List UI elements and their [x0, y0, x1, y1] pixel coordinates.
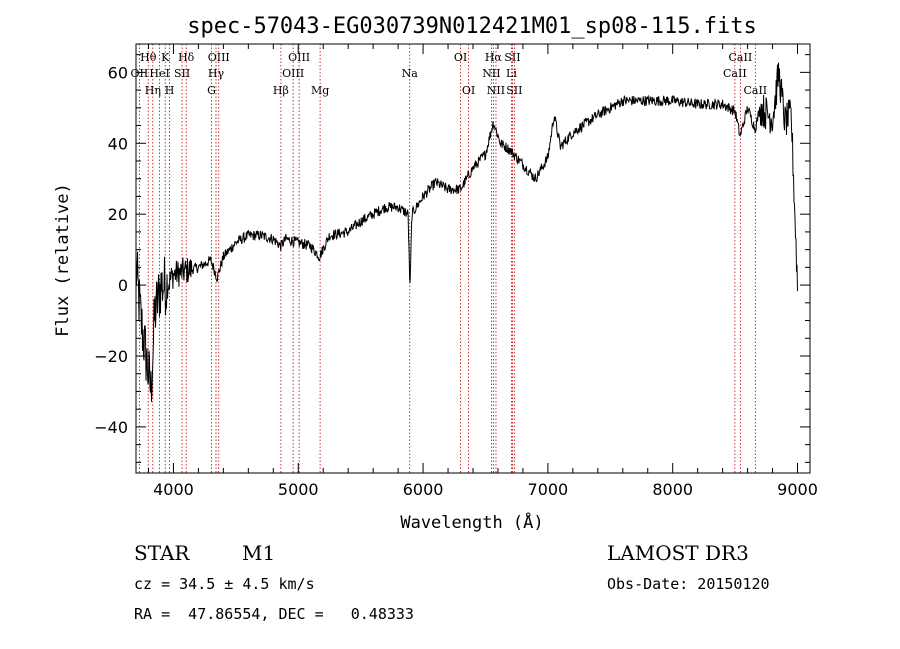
- y-tick-label: 0: [118, 276, 128, 295]
- line-label-15: Na: [402, 67, 419, 80]
- x-tick-label: 4000: [153, 480, 194, 499]
- spectrum-series: [135, 62, 798, 402]
- x-tick-label: 5000: [278, 480, 319, 499]
- line-label-16: OI: [454, 51, 467, 64]
- redshift-cz: cz = 34.5 ± 4.5 km/s: [134, 575, 315, 593]
- line-label-22: NII: [487, 84, 505, 97]
- line-label-24: CaII: [729, 51, 753, 64]
- line-label-21: Li: [506, 67, 517, 80]
- line-label-19: SII: [504, 51, 520, 64]
- line-label-14: Mg: [311, 84, 329, 97]
- x-tick-label: 8000: [652, 480, 693, 499]
- x-axis-label: Wavelength (Å): [400, 511, 543, 533]
- x-tick-label: 9000: [777, 480, 818, 499]
- line-label-2: Hη: [145, 84, 161, 97]
- y-axis-label: Flux (relative): [53, 183, 73, 337]
- observation-date: Obs-Date: 20150120: [607, 575, 770, 593]
- line-label-12: OIII: [288, 51, 310, 64]
- line-label-7: Hδ: [178, 51, 195, 64]
- ra-dec: RA = 47.86554, DEC = 0.48333: [134, 605, 414, 623]
- x-tick-label: 7000: [528, 480, 569, 499]
- object-subclass: M1: [242, 541, 275, 565]
- line-label-25: CaII: [723, 67, 747, 80]
- plot-frame: [135, 43, 811, 474]
- line-label-11: Hβ: [273, 84, 289, 97]
- line-label-9: OIII: [208, 51, 230, 64]
- line-label-3: HeI: [149, 67, 169, 80]
- line-label-6: H: [165, 84, 175, 97]
- y-tick-label: 60: [108, 63, 128, 82]
- line-label-4: K: [161, 51, 170, 64]
- line-label-1: OII: [131, 67, 149, 80]
- spectral-line-labels: Hθ OII Hη HeI K SII H Hδ G OIII Hγ Hβ OIII OIII Mg Na OI…: [131, 51, 768, 97]
- line-label-0: Hθ: [140, 51, 157, 64]
- y-tick-label: −20: [94, 347, 128, 366]
- y-tick-label: 20: [108, 205, 128, 224]
- x-tick-label: 6000: [403, 480, 444, 499]
- line-label-17: OI: [462, 84, 475, 97]
- line-label-26: CaII: [743, 84, 767, 97]
- spectrum-line: [135, 62, 798, 402]
- line-label-10: Hγ: [208, 67, 225, 80]
- y-tick-label: 40: [108, 134, 128, 153]
- line-label-13: OIII: [282, 67, 304, 80]
- object-class: STAR: [134, 541, 190, 565]
- spectral-line-markers: [138, 44, 756, 473]
- line-label-18: Hα: [485, 51, 503, 64]
- axis-tick-labels: 4000 5000 6000 7000 8000 9000 −40 −20 0 20 40 60: [94, 63, 818, 499]
- chart-title: spec-57043-EG030739N012421M01_sp08-115.f…: [187, 14, 757, 39]
- y-tick-label: −40: [94, 418, 128, 437]
- line-label-8: G: [207, 84, 216, 97]
- survey-name: LAMOST DR3: [607, 541, 749, 565]
- line-label-5: SII: [174, 67, 190, 80]
- line-label-23: SII: [506, 84, 522, 97]
- line-label-20: NII: [482, 67, 500, 80]
- axis-ticks: [136, 44, 810, 473]
